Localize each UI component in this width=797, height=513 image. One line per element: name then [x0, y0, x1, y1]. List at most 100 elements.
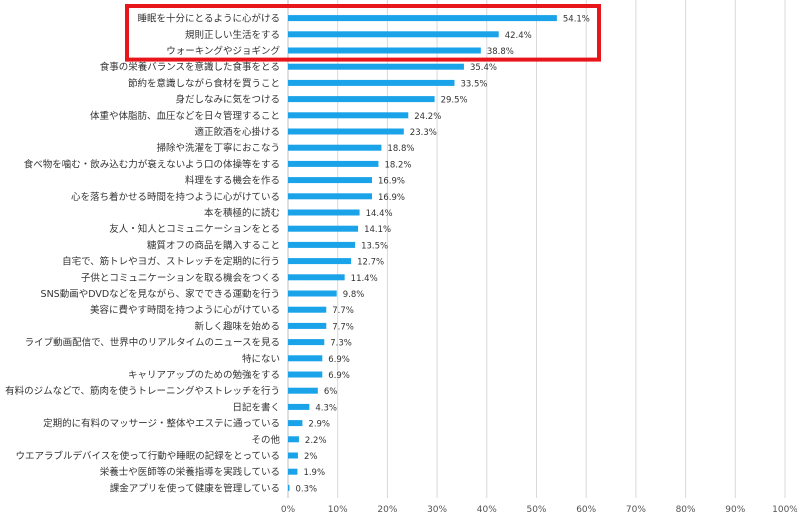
value-label: 16.9% [378, 193, 405, 203]
category-labels: 睡眠を十分にとるように心がける規則正しい生活をするウォーキングやジョギング食事の… [5, 13, 280, 495]
value-label: 18.8% [387, 144, 414, 154]
bar [288, 193, 372, 200]
value-label: 6.9% [328, 371, 350, 381]
value-label: 7.3% [330, 339, 352, 349]
bars [288, 15, 557, 491]
category-label: 友人・知人とコミュニケーションをとる [109, 223, 280, 235]
value-label: 11.4% [351, 274, 378, 284]
value-label: 13.5% [361, 241, 388, 251]
bar [288, 387, 318, 394]
value-label: 35.4% [470, 63, 497, 73]
x-tick-label: 40% [477, 505, 497, 513]
x-tick-label: 0% [281, 505, 296, 513]
bar [288, 96, 435, 103]
value-label: 23.3% [410, 128, 437, 138]
x-tick-label: 70% [626, 505, 646, 513]
bar [288, 47, 481, 54]
value-label: 2% [304, 452, 318, 462]
bar [288, 290, 337, 297]
category-label: 身だしなみに気をつける [175, 94, 280, 106]
category-label: 節約を意識しながら食材を買うこと [128, 77, 280, 89]
bar [288, 371, 323, 378]
bar [288, 144, 382, 151]
category-label: 適正飲酒を心掛ける [194, 126, 280, 138]
category-label: 子供とコミュニケーションを取る機会をつくる [81, 272, 280, 284]
bar [288, 128, 404, 135]
bar [288, 79, 455, 86]
category-label: 体重や体脂肪、血圧などを日々管理すること [90, 110, 280, 122]
value-label: 6% [324, 387, 338, 397]
bar [288, 177, 372, 184]
highlight-box [125, 4, 601, 62]
category-label: 自宅で、筋トレやヨガ、ストレッチを定期的に行う [62, 256, 280, 268]
value-labels: 54.1% 42.4% 38.8% 35.4% 33.5% 29.5%24.2% 23.3%… [295, 15, 589, 495]
bar [288, 31, 499, 38]
bar [288, 225, 359, 232]
x-tick-label: 90% [725, 505, 745, 513]
bar [288, 258, 352, 265]
value-label: 1.9% [303, 468, 325, 478]
value-label: 24.2% [414, 112, 441, 122]
x-tick-label: 80% [676, 505, 696, 513]
x-tick-label: 10% [328, 505, 348, 513]
value-label: 0.3% [295, 484, 317, 494]
bar [288, 355, 323, 362]
category-label: 特にない [242, 353, 280, 365]
value-label: 16.9% [378, 177, 405, 187]
bar [288, 112, 409, 119]
value-label: 54.1% [563, 15, 590, 25]
value-label: 42.4% [505, 31, 532, 41]
x-tick-label: 100% [772, 505, 797, 513]
value-label: 33.5% [460, 79, 487, 89]
x-tick-label: 50% [526, 505, 546, 513]
value-label: 29.5% [441, 96, 468, 106]
x-tick-label: 60% [576, 505, 596, 513]
category-label: 日記を書く [232, 401, 280, 413]
bar [288, 160, 379, 167]
category-label: ライブ動画配信で、世界中のリアルタイムのニュースを見る [25, 337, 280, 349]
category-label: その他 [251, 434, 280, 446]
bar [288, 274, 345, 281]
category-label: 栄養士や医師等の栄養指導を実践している [100, 466, 280, 478]
bar [288, 468, 298, 475]
category-label: 糖質オフの商品を購入すること [147, 239, 280, 251]
category-label: 新しく趣味を始める [194, 320, 280, 332]
category-label: 料理をする機会を作る [185, 175, 280, 187]
bar [288, 436, 299, 443]
bar [288, 209, 360, 216]
category-label: ウォーキングやジョギング [166, 45, 280, 57]
value-label: 7.7% [332, 306, 354, 316]
x-tick-label: 30% [427, 505, 447, 513]
category-label: 睡眠を十分にとるように心がける [137, 13, 280, 25]
value-label: 38.8% [487, 47, 514, 57]
category-label: SNS動画やDVDなどを見ながら、家でできる運動を行う [41, 288, 280, 300]
value-label: 2.9% [308, 420, 330, 430]
category-label: 本を積極的に読む [204, 207, 280, 219]
value-label: 6.9% [328, 355, 350, 365]
category-label: 有料のジムなどで、筋肉を使うトレーニングやストレッチを行う [5, 385, 280, 397]
bar [288, 15, 557, 22]
category-label: 掃除や洗濯を丁寧におこなう [156, 142, 280, 154]
category-label: キャリアアップのための勉強をする [128, 369, 280, 381]
bar [288, 403, 310, 410]
bar [288, 339, 325, 346]
x-axis-ticks: 0% 10% 20% 30% 40% 50% 60% 70% 80% 90% 100% [281, 505, 797, 513]
bar [288, 241, 356, 248]
bar [288, 63, 464, 70]
category-label: ウエアラブルデバイスを使って行動や睡眠の記録をとっている [16, 450, 280, 462]
category-label: 心を落ち着かせる時間を持つように心がけている [71, 191, 280, 203]
category-label: 食べ物を噛む・飲み込む力が衰えないよう口の体操等をする [24, 158, 280, 170]
bar [288, 306, 327, 313]
value-label: 12.7% [357, 258, 384, 268]
value-label: 7.7% [332, 322, 354, 332]
value-label: 14.1% [364, 225, 391, 235]
category-label: 定期的に有料のマッサージ・整体やエステに通っている [43, 418, 280, 430]
value-label: 18.2% [384, 160, 411, 170]
value-label: 14.4% [366, 209, 393, 219]
x-tick-label: 20% [377, 505, 397, 513]
value-label: 2.2% [305, 436, 327, 446]
category-label: 食事の栄養バランスを意識した食事をとる [100, 61, 280, 73]
bar [288, 484, 290, 491]
value-label: 9.8% [343, 290, 365, 300]
